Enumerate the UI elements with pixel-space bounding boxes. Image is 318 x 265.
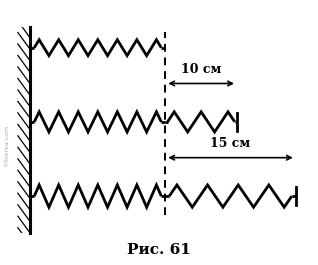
Text: Рис. 61: Рис. 61 xyxy=(127,243,191,257)
Text: 15 см: 15 см xyxy=(211,137,251,150)
Text: 10 см: 10 см xyxy=(181,63,221,76)
Text: ©5terka.com: ©5terka.com xyxy=(4,125,10,167)
